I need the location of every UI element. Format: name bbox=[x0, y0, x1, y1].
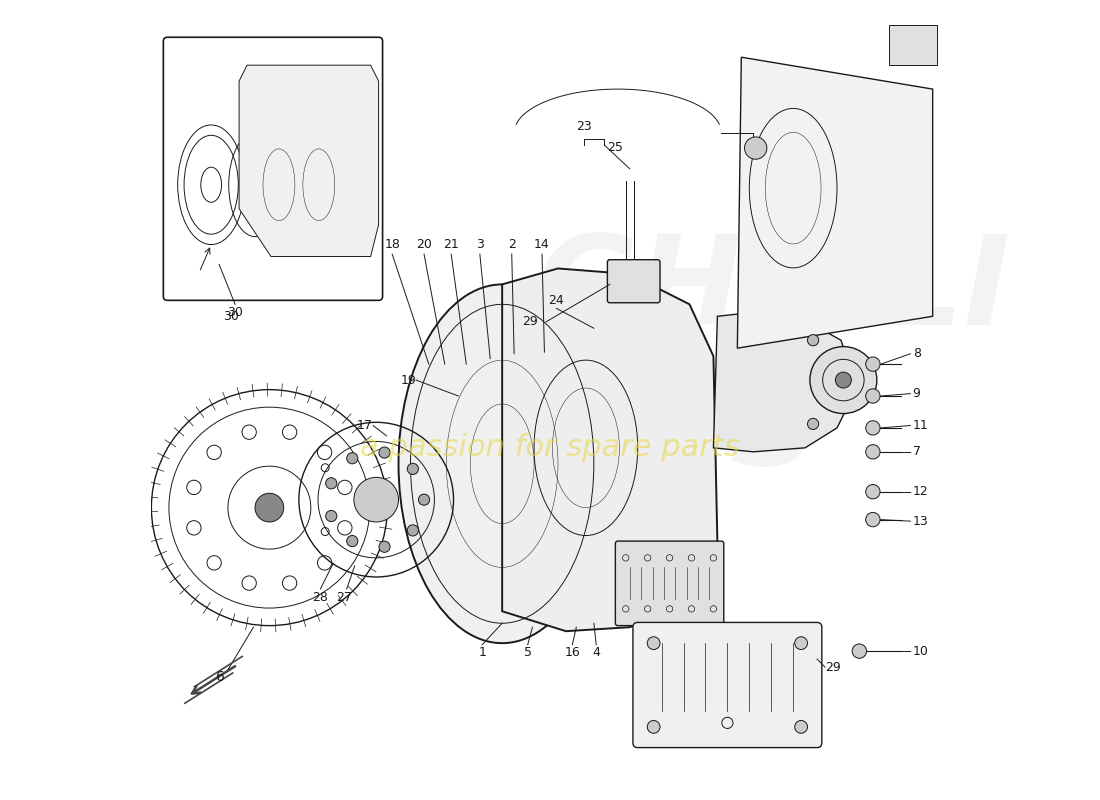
Circle shape bbox=[794, 637, 807, 650]
Text: 18: 18 bbox=[384, 238, 400, 251]
Circle shape bbox=[866, 513, 880, 526]
Text: 14: 14 bbox=[535, 238, 550, 251]
Circle shape bbox=[346, 535, 358, 546]
Circle shape bbox=[354, 478, 398, 522]
Circle shape bbox=[810, 346, 877, 414]
Text: 28: 28 bbox=[312, 591, 328, 604]
Text: 6: 6 bbox=[216, 670, 224, 685]
Polygon shape bbox=[889, 26, 937, 65]
Circle shape bbox=[326, 510, 337, 522]
Circle shape bbox=[866, 357, 880, 371]
Text: 25: 25 bbox=[607, 141, 624, 154]
Text: 29: 29 bbox=[522, 315, 538, 328]
Text: 12: 12 bbox=[913, 485, 928, 498]
Polygon shape bbox=[239, 65, 378, 257]
Circle shape bbox=[866, 485, 880, 499]
Text: 4: 4 bbox=[592, 646, 601, 659]
Text: 9: 9 bbox=[913, 387, 921, 400]
Text: 30: 30 bbox=[223, 310, 239, 322]
Circle shape bbox=[418, 494, 430, 506]
Text: 1: 1 bbox=[478, 646, 486, 659]
Circle shape bbox=[807, 418, 818, 430]
Circle shape bbox=[866, 421, 880, 435]
Text: 11: 11 bbox=[913, 419, 928, 432]
Circle shape bbox=[852, 644, 867, 658]
Circle shape bbox=[407, 463, 418, 474]
Circle shape bbox=[647, 637, 660, 650]
Text: 23: 23 bbox=[576, 120, 592, 133]
Text: 13: 13 bbox=[913, 514, 928, 528]
Text: 3: 3 bbox=[476, 238, 484, 251]
FancyBboxPatch shape bbox=[632, 622, 822, 747]
Text: 7: 7 bbox=[913, 446, 921, 458]
FancyBboxPatch shape bbox=[615, 541, 724, 626]
Polygon shape bbox=[714, 312, 849, 452]
Text: 27: 27 bbox=[337, 591, 352, 604]
Text: 16: 16 bbox=[564, 646, 580, 659]
Ellipse shape bbox=[398, 285, 606, 643]
Text: GHIBLI
S: GHIBLI S bbox=[536, 230, 1011, 490]
Text: 17: 17 bbox=[358, 419, 373, 432]
Circle shape bbox=[378, 447, 390, 458]
Text: 19: 19 bbox=[400, 374, 416, 386]
Text: 20: 20 bbox=[416, 238, 432, 251]
Circle shape bbox=[794, 721, 807, 734]
Polygon shape bbox=[503, 269, 717, 631]
Circle shape bbox=[346, 453, 358, 464]
Circle shape bbox=[255, 494, 284, 522]
FancyBboxPatch shape bbox=[163, 38, 383, 300]
Text: 10: 10 bbox=[913, 645, 928, 658]
FancyBboxPatch shape bbox=[607, 260, 660, 302]
Circle shape bbox=[378, 541, 390, 552]
Circle shape bbox=[835, 372, 851, 388]
Text: 29: 29 bbox=[825, 661, 840, 674]
Circle shape bbox=[807, 334, 818, 346]
Circle shape bbox=[866, 389, 880, 403]
Text: 24: 24 bbox=[549, 294, 564, 307]
Text: 8: 8 bbox=[913, 347, 921, 360]
Circle shape bbox=[326, 478, 337, 489]
Circle shape bbox=[745, 137, 767, 159]
Circle shape bbox=[647, 721, 660, 734]
Text: 5: 5 bbox=[524, 646, 531, 659]
Text: 21: 21 bbox=[443, 238, 459, 251]
Circle shape bbox=[407, 525, 418, 536]
Polygon shape bbox=[737, 57, 933, 348]
Text: 30: 30 bbox=[228, 306, 243, 319]
Text: 2: 2 bbox=[508, 238, 516, 251]
Circle shape bbox=[866, 445, 880, 459]
Text: a passion for spare parts: a passion for spare parts bbox=[360, 434, 740, 462]
